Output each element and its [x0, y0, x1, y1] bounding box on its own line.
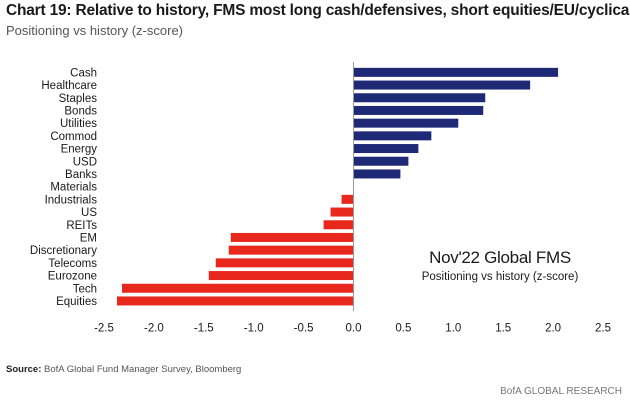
bar [121, 283, 354, 293]
bar [330, 207, 354, 217]
annotation-title: Nov'22 Global FMS [429, 248, 571, 267]
bar [353, 105, 484, 115]
category-label: Energy [61, 144, 98, 156]
bar [116, 296, 354, 306]
bar [353, 144, 419, 154]
source-note: Source: BofA Global Fund Manager Survey,… [6, 364, 241, 375]
bar [353, 169, 401, 179]
category-label: Discretionary [30, 245, 97, 257]
category-label: USD [73, 156, 97, 168]
category-label: US [81, 207, 97, 219]
category-label: Staples [59, 93, 98, 105]
annotation-subtitle: Positioning vs history (z-score) [422, 271, 579, 283]
chart-title: Chart 19: Relative to history, FMS most … [6, 2, 630, 19]
bar [230, 232, 354, 242]
bar [353, 80, 531, 90]
category-label: Commod [50, 131, 97, 143]
bar [353, 93, 486, 103]
category-label: Eurozone [48, 271, 97, 283]
bar [341, 194, 354, 204]
x-tick-label: -1.0 [244, 322, 264, 334]
bar [353, 67, 559, 77]
x-tick-label: -0.5 [294, 322, 314, 334]
x-tick-label: 1.5 [495, 322, 511, 334]
x-tick-label: -2.5 [94, 322, 114, 334]
category-label: Bonds [64, 105, 97, 117]
category-label: Healthcare [41, 80, 97, 92]
category-label: Cash [70, 67, 97, 79]
bar [208, 271, 354, 281]
x-tick-label: -1.5 [194, 322, 214, 334]
x-tick-label: 1.0 [445, 322, 461, 334]
category-label: Industrials [45, 194, 98, 206]
x-tick-label: 0.0 [346, 322, 362, 334]
bar [353, 156, 409, 166]
bar [215, 258, 354, 268]
x-tick-label: 0.5 [395, 322, 411, 334]
category-label: Telecoms [48, 258, 97, 270]
category-label: REITs [66, 220, 97, 232]
x-tick-label: 2.5 [595, 322, 611, 334]
bar [353, 118, 459, 128]
source-label: Source: [6, 364, 42, 375]
bar [353, 131, 432, 141]
footer-credit: BofA GLOBAL RESEARCH [500, 386, 622, 397]
source-text: BofA Global Fund Manager Survey, Bloombe… [44, 364, 242, 375]
category-label: Banks [65, 169, 97, 181]
category-label: EM [80, 232, 97, 244]
chart-subtitle: Positioning vs history (z-score) [6, 23, 183, 38]
bar [323, 220, 354, 230]
x-tick-label: 2.0 [545, 322, 561, 334]
bar [228, 245, 354, 255]
x-tick-label: -2.0 [144, 322, 164, 334]
category-label: Materials [50, 182, 97, 194]
category-label: Tech [73, 283, 97, 295]
category-label: Utilities [60, 118, 97, 130]
category-label: Equities [56, 296, 97, 308]
